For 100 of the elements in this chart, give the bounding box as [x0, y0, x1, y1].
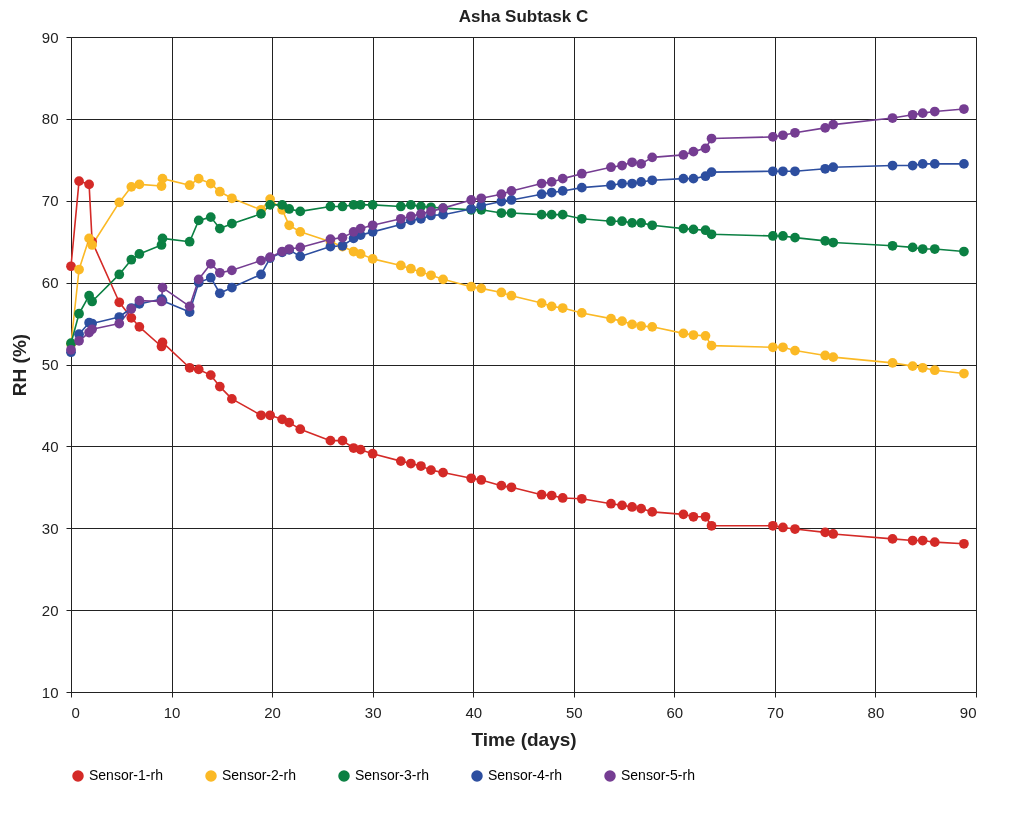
point [134, 295, 145, 306]
point [406, 263, 416, 274]
point [74, 308, 84, 319]
point [496, 208, 507, 218]
point [367, 254, 378, 264]
point [438, 467, 448, 478]
point [627, 217, 637, 228]
point [820, 123, 831, 133]
point [134, 321, 145, 332]
point [647, 507, 658, 517]
point [536, 189, 547, 200]
point [917, 362, 928, 373]
point [84, 179, 94, 190]
point [476, 283, 487, 294]
point [647, 152, 658, 163]
point [367, 448, 378, 459]
point [546, 301, 557, 312]
point [193, 364, 204, 375]
y-tick-label: 20 [41, 601, 59, 619]
x-tick-label: 20 [264, 703, 281, 721]
point [256, 255, 266, 266]
point [87, 296, 97, 307]
point [557, 493, 568, 503]
point [700, 511, 711, 522]
point [688, 173, 699, 184]
point [476, 193, 487, 204]
point [367, 220, 378, 231]
point [214, 381, 225, 392]
point [134, 179, 145, 190]
point [66, 261, 76, 272]
legend-label: Sensor-1-rh [89, 767, 163, 783]
y-tick-label: 60 [41, 274, 59, 292]
point [627, 157, 637, 168]
point [636, 177, 647, 187]
point [536, 298, 547, 308]
point [536, 178, 547, 189]
point [546, 209, 557, 220]
x-tick-label: 50 [565, 703, 583, 721]
point [887, 160, 898, 171]
x-tick-label: 10 [163, 703, 181, 721]
y-axis-title: RH (%) [8, 333, 30, 397]
point [184, 301, 195, 312]
point [227, 193, 237, 204]
point [265, 410, 275, 421]
point [887, 358, 898, 368]
point [126, 312, 137, 323]
point [778, 166, 788, 177]
point [778, 231, 788, 241]
point [576, 168, 587, 179]
point [768, 132, 778, 142]
point [265, 199, 275, 210]
point [768, 520, 778, 531]
point [395, 213, 406, 224]
point [214, 267, 225, 278]
point [214, 223, 225, 234]
point [647, 175, 658, 186]
y-tick-label: 30 [41, 519, 59, 537]
point [325, 201, 336, 212]
point [557, 173, 568, 184]
point [227, 265, 237, 276]
point [929, 365, 940, 376]
point [395, 260, 406, 271]
legend-label: Sensor-2-rh [222, 767, 296, 783]
point [337, 201, 348, 212]
point [325, 435, 336, 446]
x-tick-label: 30 [364, 703, 382, 721]
point [466, 473, 477, 484]
legend-label: Sensor-4-rh [488, 767, 562, 783]
point [917, 108, 928, 119]
point [576, 213, 587, 224]
point [706, 340, 717, 351]
point [284, 417, 295, 428]
point [790, 127, 800, 138]
point [406, 211, 416, 222]
point [546, 187, 557, 198]
point [959, 368, 969, 379]
point [205, 258, 216, 269]
point [87, 240, 97, 250]
point [134, 249, 145, 259]
point [114, 197, 125, 208]
point [295, 206, 306, 217]
point [416, 461, 426, 471]
point [917, 535, 928, 546]
point [74, 176, 84, 186]
point [546, 177, 557, 187]
point [907, 361, 918, 371]
point [959, 246, 969, 257]
point [617, 160, 627, 171]
point [227, 218, 237, 229]
point [256, 208, 266, 219]
point [256, 269, 266, 280]
point [790, 166, 800, 177]
point [929, 159, 940, 169]
point [74, 264, 84, 275]
point [706, 167, 717, 177]
point [337, 435, 348, 446]
point [768, 231, 778, 241]
point [184, 236, 195, 247]
point [959, 159, 969, 169]
point [907, 160, 918, 171]
